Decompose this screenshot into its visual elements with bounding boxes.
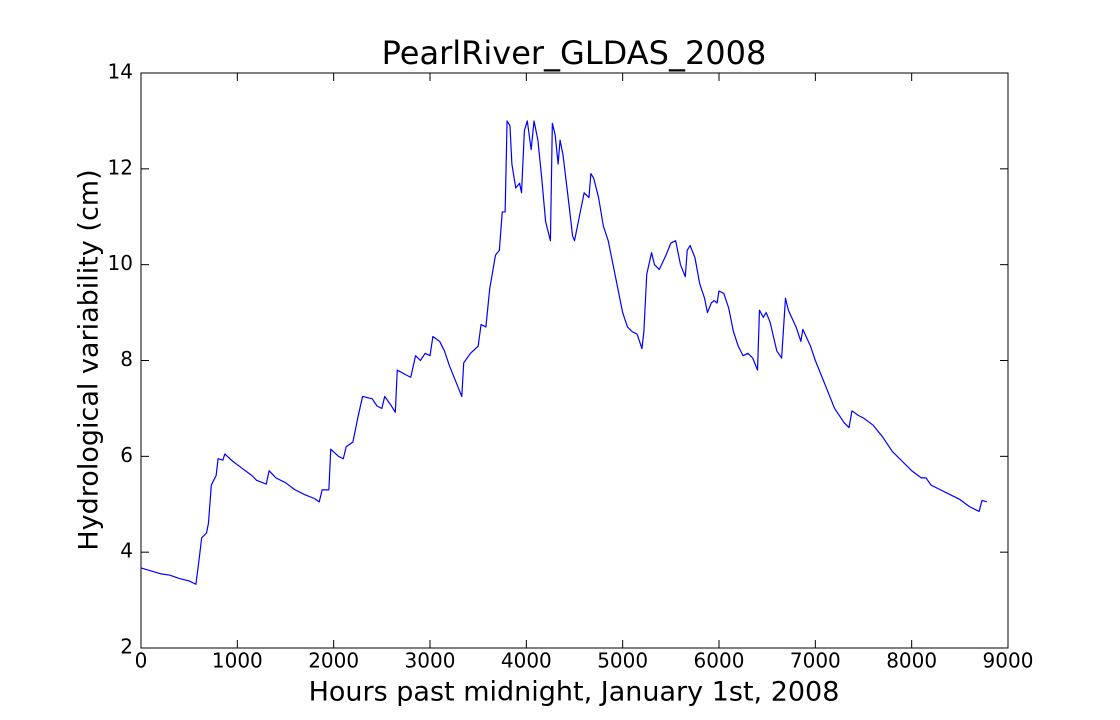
y-tick-label: 4 xyxy=(120,539,133,563)
y-tick-label: 10 xyxy=(108,251,133,275)
y-axis-label: Hydrological variability (cm) xyxy=(74,169,105,550)
x-tick-label: 7000 xyxy=(790,649,841,673)
x-tick-label: 0 xyxy=(135,649,148,673)
y-tick-label: 14 xyxy=(108,60,133,84)
y-tick-label: 6 xyxy=(120,443,133,467)
x-tick-label: 4000 xyxy=(501,649,552,673)
chart-title: PearlRiver_GLDAS_2008 xyxy=(382,34,767,72)
x-tick-label: 6000 xyxy=(694,649,745,673)
x-tick-label: 2000 xyxy=(308,649,359,673)
y-tick-label: 12 xyxy=(108,155,133,179)
y-tick-label: 8 xyxy=(120,347,133,371)
x-tick-label: 3000 xyxy=(405,649,456,673)
x-tick-label: 5000 xyxy=(597,649,648,673)
x-tick-label: 1000 xyxy=(212,649,263,673)
x-tick-label: 8000 xyxy=(886,649,937,673)
x-tick-label: 9000 xyxy=(983,649,1034,673)
y-tick-label: 2 xyxy=(120,635,133,659)
data-line xyxy=(140,120,987,585)
plot-frame xyxy=(140,72,1009,649)
x-axis-label: Hours past midnight, January 1st, 2008 xyxy=(309,677,840,708)
